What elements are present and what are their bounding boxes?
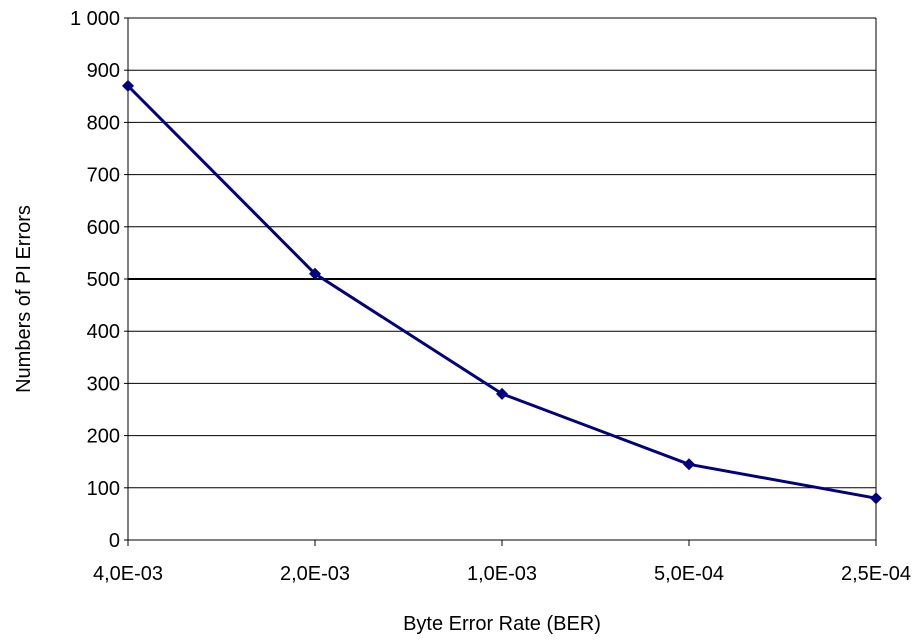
gridlines: [128, 17, 876, 489]
y-axis-title: Numbers of PI Errors: [13, 205, 35, 393]
x-tick-label: 4,0E-03: [93, 563, 163, 585]
x-tick-label: 1,0E-03: [467, 563, 537, 585]
data-point-marker: [683, 458, 695, 471]
series-line-0: [126, 84, 877, 500]
y-tick-label: 300: [87, 373, 120, 395]
x-tick-label: 5,0E-04: [654, 563, 724, 585]
y-tick-label: 200: [87, 426, 120, 448]
y-tick-label: 1 000: [70, 8, 120, 30]
y-tick-label: 400: [87, 321, 120, 343]
x-axis-title: Byte Error Rate (BER): [403, 613, 601, 635]
data-point-marker: [309, 267, 321, 280]
data-point-marker: [122, 79, 134, 92]
series: [122, 79, 882, 505]
axes: [124, 17, 877, 546]
y-tick-label: 600: [87, 217, 120, 239]
y-tick-label: 500: [87, 269, 120, 291]
x-tick-labels: 4,0E-03 2,0E-03 1,0E-03 5,0E-04 2,5E-04: [93, 563, 911, 585]
data-point-marker: [496, 387, 508, 400]
y-tick-label: 900: [87, 60, 120, 82]
x-tick-label: 2,5E-04: [841, 563, 911, 585]
y-tick-label: 100: [87, 478, 120, 500]
y-tick-labels: 0 100 200 300 400 500 600 700 800 900 1 000: [70, 8, 120, 552]
x-tick-label: 2,0E-03: [280, 563, 350, 585]
y-tick-label: 800: [87, 112, 120, 134]
data-point-marker: [870, 492, 882, 505]
y-tick-label: 700: [87, 165, 120, 187]
y-tick-label: 0: [109, 530, 120, 552]
